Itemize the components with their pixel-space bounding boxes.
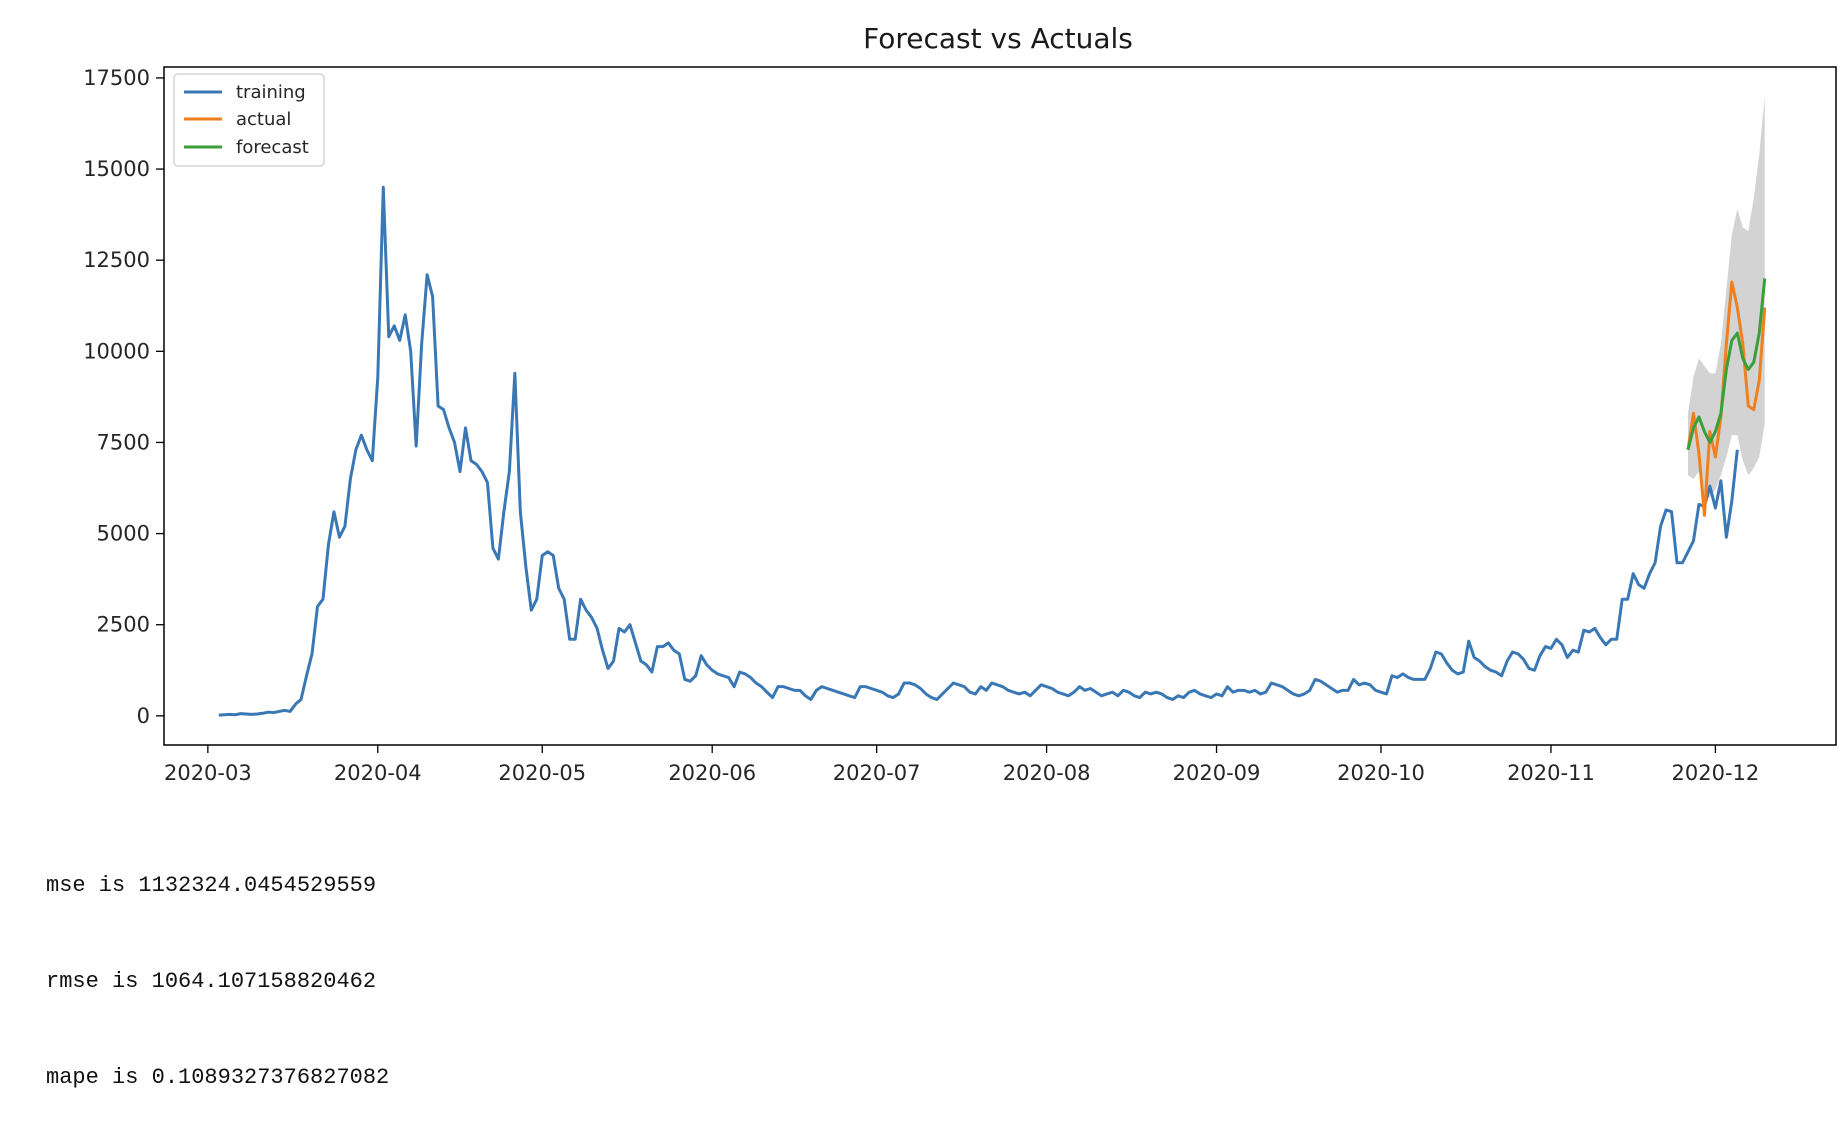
x-tick-label: 2020-05 [498,761,586,785]
plot-area [163,66,1837,746]
series-layer [218,185,1767,717]
y-tick-label: 15000 [83,157,150,181]
legend-box [173,73,325,167]
mse-output-line: mse is 1132324.0454529559 [46,873,377,898]
forecast-vs-actuals-chart: Forecast vs Actuals 0 2500 5000 7500 10000 12… [83,22,1837,785]
x-axis: 2020-03 2020-04 2020-05 2020-06 2020-07 2020-… [164,745,1759,785]
y-tick-label: 0 [137,704,150,728]
series-line-training [218,185,1739,717]
rmse-output-line: rmse is 1064.107158820462 [46,969,377,994]
x-tick-label: 2020-06 [668,761,756,785]
series-line-forecast [1686,278,1767,451]
series-line-actual [1686,280,1767,517]
confidence-band-layer [1687,96,1765,501]
y-tick-label: 5000 [97,522,150,546]
x-tick-label: 2020-09 [1173,761,1261,785]
legend-label-training: training [236,82,306,103]
y-tick-label: 2500 [97,613,150,637]
legend-label-forecast: forecast [236,137,309,158]
legend-label-actual: actual [236,109,291,130]
y-axis: 0 2500 5000 7500 10000 12500 15000 17500 [83,66,164,728]
x-tick-label: 2020-12 [1672,761,1760,785]
x-tick-label: 2020-03 [164,761,252,785]
metrics-output: mse is 1132324.0454529559 rmse is 1064.1… [46,806,389,1126]
y-tick-label: 12500 [83,248,150,272]
x-tick-label: 2020-08 [1003,761,1091,785]
mape-output-line: mape is 0.1089327376827082 [46,1065,390,1090]
forecast-confidence-band [1687,96,1765,501]
y-tick-label: 17500 [83,66,150,90]
chart-title: Forecast vs Actuals [863,22,1133,55]
x-tick-label: 2020-07 [833,761,921,785]
y-tick-label: 10000 [83,339,150,363]
x-tick-label: 2020-11 [1507,761,1595,785]
x-tick-label: 2020-10 [1337,761,1425,785]
x-tick-label: 2020-04 [334,761,422,785]
legend: training actual forecast [173,73,325,167]
y-tick-label: 7500 [97,430,150,454]
